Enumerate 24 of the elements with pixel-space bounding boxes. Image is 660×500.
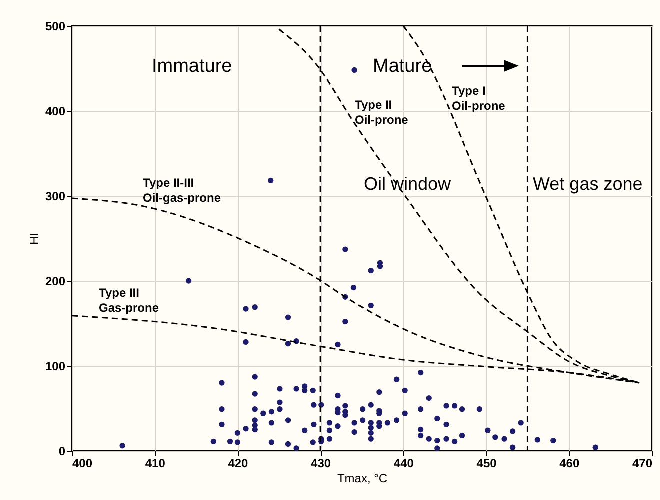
y-tick-label: 0 — [58, 444, 66, 458]
x-tick-label: 450 — [476, 456, 498, 470]
x-tick-label: 420 — [228, 456, 249, 470]
annotation: Oil window — [364, 174, 452, 194]
annotation: Immature — [152, 56, 232, 77]
x-tick-label: 470 — [632, 456, 653, 470]
x-tick-label: 460 — [560, 456, 580, 470]
x-tick-label: 430 — [311, 456, 332, 470]
y-tick-label: 400 — [45, 104, 66, 118]
y-tick-label: 500 — [45, 20, 66, 34]
annotation: Type I Oil-prone — [452, 84, 506, 113]
y-axis-title: HI — [27, 233, 42, 245]
annotation: Type II-III Oil-gas-prone — [143, 176, 222, 205]
x-axis-title: Tmax, °C — [337, 472, 388, 486]
y-tick-label: 200 — [45, 274, 66, 288]
y-tick-label: 300 — [45, 190, 66, 204]
x-tick-label: 400 — [72, 456, 93, 470]
x-tick-label: 440 — [394, 456, 414, 470]
annotation: Mature — [373, 56, 432, 77]
annotation: Type II Oil-prone — [355, 98, 409, 127]
annotation: Type III Gas-prone — [99, 286, 160, 315]
x-tick-label: 410 — [145, 456, 166, 470]
annotation: Wet gas zone — [533, 174, 643, 194]
y-tick-label: 100 — [45, 360, 66, 374]
